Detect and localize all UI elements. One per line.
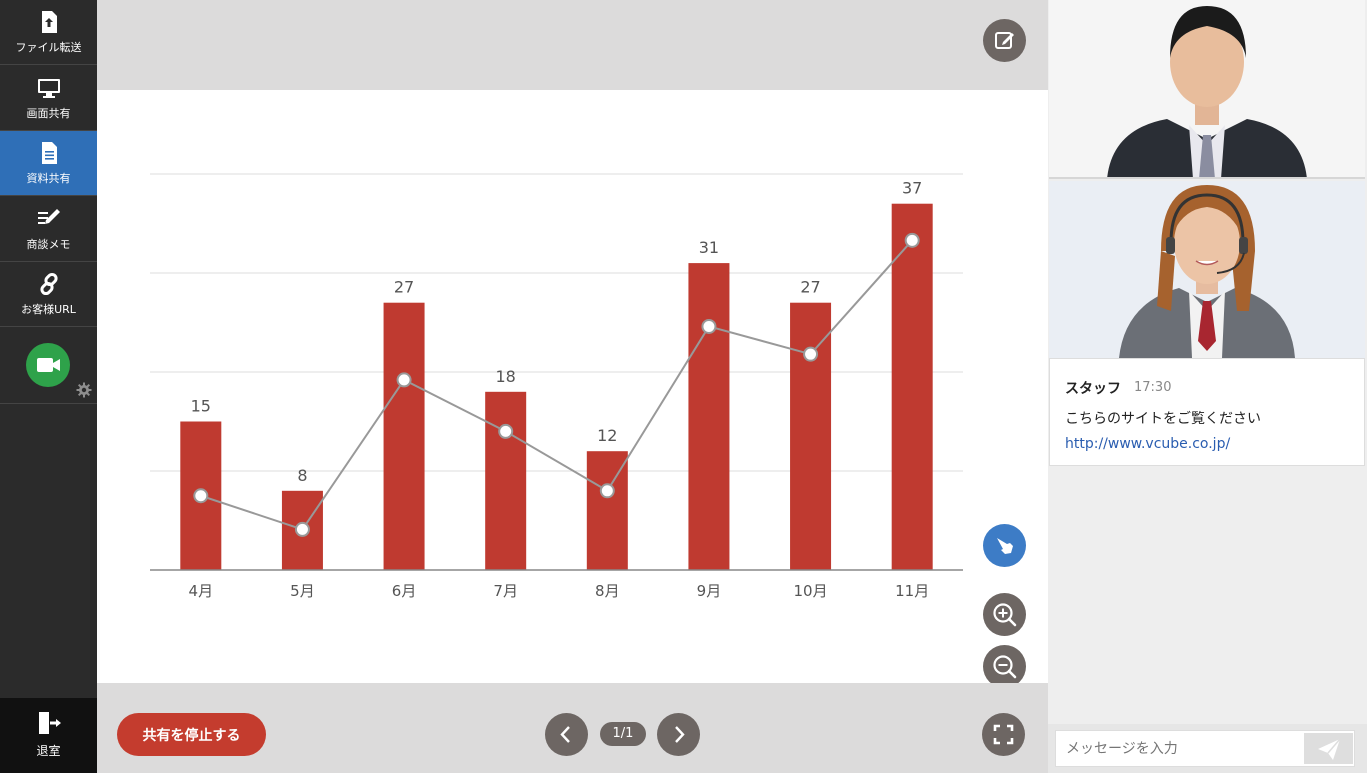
next-page-button[interactable] — [657, 713, 700, 756]
chevron-right-icon — [675, 726, 685, 743]
data-label: 18 — [496, 367, 516, 386]
shared-document-slide: 15 4月 8 5月 27 6月 18 7月 12 8月 31 9月 27 10月 37 11月 — [97, 90, 1048, 683]
sidebar-item-label: 商談メモ — [26, 238, 71, 251]
message-text: こちらのサイトをご覧ください — [1065, 411, 1261, 427]
data-label: 27 — [394, 278, 414, 297]
line-point — [904, 232, 920, 248]
message-link[interactable]: http://www.vcube.co.jp/ — [1065, 436, 1231, 452]
bar-line-chart: 15 4月 8 5月 27 6月 18 7月 12 8月 31 9月 27 10月 37 11月 — [150, 173, 963, 600]
sidebar-item-label: 資料共有 — [26, 172, 71, 185]
data-label: 8 — [297, 466, 307, 485]
edit-icon — [995, 32, 1014, 49]
bar — [485, 391, 527, 570]
fullscreen-icon — [993, 724, 1014, 745]
sidebar-item-screen-share[interactable]: 画面共有 — [0, 66, 97, 131]
page-indicator: 1/1 — [600, 722, 646, 746]
x-tick-label: 6月 — [392, 582, 417, 600]
exit-door-icon — [38, 712, 61, 734]
zoom-out-icon — [993, 655, 1017, 679]
video-camera-icon — [37, 358, 60, 372]
line-point — [599, 483, 615, 499]
exit-room-button[interactable]: 退室 — [0, 698, 97, 773]
line-point — [193, 488, 209, 504]
chat-input-bar — [1048, 724, 1367, 773]
share-header — [97, 0, 1048, 90]
person-avatar-icon — [1049, 181, 1365, 358]
send-button[interactable] — [1304, 733, 1353, 764]
sidebar-item-document-share[interactable]: 資料共有 — [0, 131, 97, 196]
line-point — [294, 521, 310, 537]
sidebar-item-label: 画面共有 — [26, 107, 71, 120]
memo-pen-icon — [37, 209, 60, 224]
bar — [383, 302, 425, 570]
bar — [891, 203, 933, 570]
prev-page-button[interactable] — [545, 713, 588, 756]
line-point — [803, 346, 819, 362]
x-tick-label: 9月 — [697, 582, 722, 600]
sidebar-item-meeting-memo[interactable]: 商談メモ — [0, 197, 97, 262]
x-tick-label: 7月 — [493, 582, 518, 600]
bar — [790, 302, 832, 570]
document-icon — [41, 142, 57, 164]
x-tick-label: 8月 — [595, 582, 620, 600]
sidebar: ファイル転送 画面共有 資料共有 商談メモ — [0, 0, 97, 773]
x-tick-label: 4月 — [189, 582, 214, 600]
data-label: 27 — [800, 278, 820, 297]
chevron-left-icon — [560, 726, 570, 743]
sidebar-item-label: ファイル転送 — [15, 41, 82, 54]
line-point — [396, 372, 412, 388]
data-label: 37 — [902, 179, 922, 198]
line-point — [498, 423, 514, 439]
zoom-in-icon — [993, 603, 1017, 627]
fullscreen-button[interactable] — [982, 713, 1025, 756]
video-feed-host — [1049, 0, 1365, 179]
paper-plane-icon — [1318, 738, 1341, 760]
zoom-in-button[interactable] — [983, 593, 1026, 636]
camera-toggle-button[interactable] — [26, 343, 70, 387]
message-sender: スタッフ — [1065, 381, 1121, 397]
sidebar-item-label: お客様URL — [21, 303, 76, 316]
data-label: 15 — [191, 397, 211, 416]
zoom-out-button[interactable] — [983, 645, 1026, 688]
data-label: 31 — [699, 238, 719, 257]
stop-sharing-button[interactable]: 共有を停止する — [117, 713, 266, 756]
chat-message: スタッフ 17:30 こちらのサイトをご覧ください http://www.vcu… — [1049, 358, 1365, 466]
line-point — [701, 318, 717, 334]
pointer-tool-button[interactable] — [983, 524, 1026, 567]
series-line — [200, 239, 913, 531]
camera-block — [0, 326, 97, 404]
annotate-button[interactable] — [983, 19, 1026, 62]
file-upload-icon — [41, 11, 57, 33]
person-avatar-icon — [1049, 0, 1365, 177]
x-tick-label: 5月 — [290, 582, 315, 600]
message-time: 17:30 — [1134, 380, 1172, 395]
video-feed-staff — [1049, 181, 1365, 358]
exit-label: 退室 — [36, 744, 61, 758]
hand-pointer-icon — [997, 538, 1013, 554]
data-label: 12 — [597, 426, 617, 445]
sidebar-item-customer-url[interactable]: お客様URL — [0, 262, 97, 327]
right-panel: スタッフ 17:30 こちらのサイトをご覧ください http://www.vcu… — [1048, 0, 1367, 773]
sidebar-item-file-transfer[interactable]: ファイル転送 — [0, 0, 97, 65]
x-tick-label: 11月 — [895, 582, 929, 600]
bar — [586, 451, 628, 570]
x-tick-label: 10月 — [794, 582, 828, 600]
monitor-icon — [37, 79, 60, 98]
link-icon — [39, 272, 58, 296]
gear-icon[interactable] — [76, 382, 92, 398]
bar — [688, 263, 730, 570]
